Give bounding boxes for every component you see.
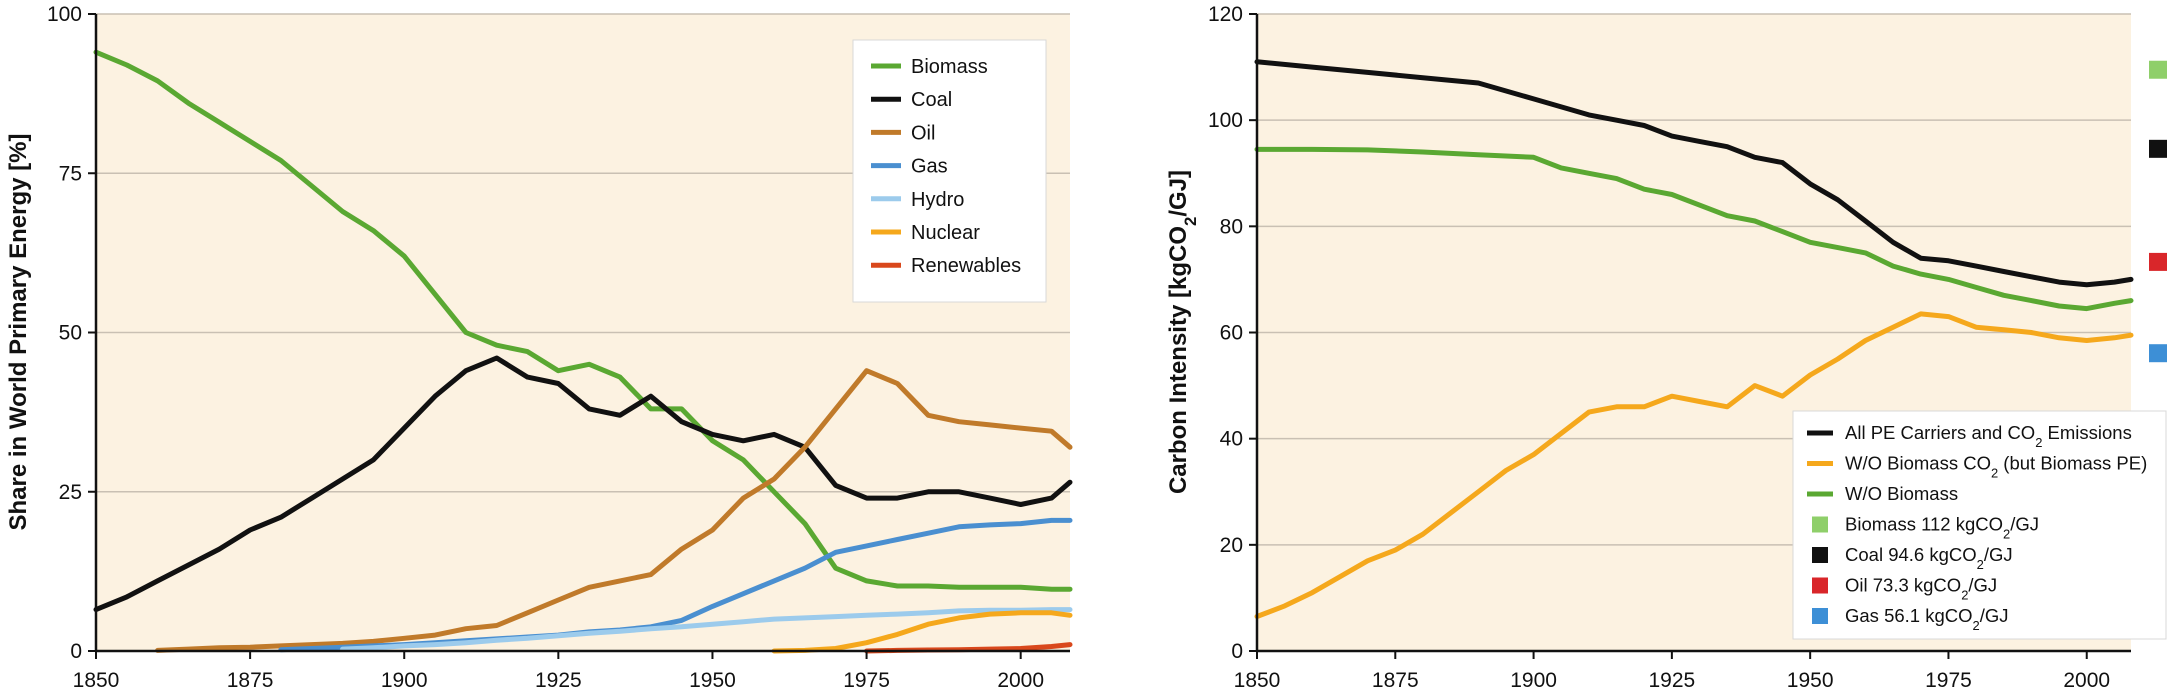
x-tick-label: 1925 <box>1649 669 1696 692</box>
legend-label-subscript: 2 <box>1961 587 1968 602</box>
legend-label-suffix: (but Biomass PE) <box>1998 453 2147 474</box>
legend-label: Oil 73.3 kgCO2/GJ <box>1845 575 1997 603</box>
legend-label-suffix: /GJ <box>1984 544 2013 565</box>
legend-label-text: W/O Biomass <box>1845 483 1958 504</box>
series-line-hydro <box>340 607 1073 652</box>
share-chart: 0 25 50 75 100 1850 1875 1900 1925 1950 1975 2000 S… <box>5 3 1073 692</box>
x-tick-label: 1850 <box>1234 669 1281 692</box>
y-tick-label: 100 <box>47 3 82 26</box>
intensity-y-axis-label: Carbon Intensity [kgCO2/GJ] <box>1165 170 1200 494</box>
legend-swatch <box>1812 516 1828 533</box>
legend-box <box>852 39 1047 303</box>
legend-label: Gas <box>911 156 948 178</box>
legend-label-text: Coal 94.6 kgCO <box>1845 544 1977 565</box>
share-y-axis-label: Share in World Primary Energy [%] <box>5 134 32 531</box>
legend-label-subscript: 2 <box>1977 557 1984 572</box>
legend-label: All PE Carriers and CO2 Emissions <box>1845 422 2132 450</box>
legend-label: Coal <box>911 89 952 111</box>
legend-label-text: Oil 73.3 kgCO <box>1845 575 1961 596</box>
legend-label-text: Biomass 112 kgCO <box>1845 514 2003 535</box>
legend-label-suffix: Emissions <box>2042 422 2131 443</box>
x-tick-label: 2000 <box>2063 669 2110 692</box>
x-tick-label: 1875 <box>227 669 274 692</box>
share-axes: 0 25 50 75 100 1850 1875 1900 1925 1950 1975 2000 <box>47 3 1070 692</box>
ylabel-subscript: 2 <box>1181 217 1200 226</box>
legend-label: Hydro <box>911 189 964 211</box>
x-tick-label: 1900 <box>381 669 428 692</box>
share-series <box>93 49 1073 654</box>
legend-label-subscript: 2 <box>2003 526 2010 541</box>
intensity-axes: 0 20 40 60 80 100 120 1850 1875 1900 1925 1950 1975 2… <box>1208 3 2131 692</box>
y-tick-label: 100 <box>1208 109 1243 132</box>
series-line-w-o-biomass <box>1254 146 2134 312</box>
x-tick-label: 1975 <box>843 669 890 692</box>
series-line-oil <box>155 368 1073 653</box>
y-tick-label: 120 <box>1208 3 1243 26</box>
ylabel-text: Carbon Intensity [kgCO <box>1165 226 1192 494</box>
y-tick-label: 0 <box>1231 640 1243 663</box>
series-line-nuclear <box>771 610 1073 654</box>
intensity-markers <box>2149 60 2167 363</box>
ylabel-suffix: /GJ] <box>1165 170 1192 217</box>
legend-label: Gas 56.1 kgCO2/GJ <box>1845 605 2009 633</box>
legend-label-text: W/O Biomass CO <box>1845 453 1991 474</box>
legend-label-subscript: 2 <box>1991 465 1998 480</box>
emission-factor-marker <box>2149 252 2167 271</box>
x-tick-label: 1975 <box>1925 669 1972 692</box>
y-tick-label: 40 <box>1220 428 1243 451</box>
legend-label: Nuclear <box>911 222 980 244</box>
y-tick-label: 25 <box>59 481 82 504</box>
legend-label-subscript: 2 <box>1973 618 1980 633</box>
y-tick-label: 50 <box>59 322 82 345</box>
emission-factor-marker <box>2149 344 2167 363</box>
y-tick-label: 20 <box>1220 534 1243 557</box>
legend-label-suffix: /GJ <box>1980 605 2009 626</box>
emission-factor-marker <box>2149 60 2167 79</box>
legend-label: W/O Biomass <box>1845 483 1958 504</box>
legend-label-text: All PE Carriers and CO <box>1845 422 2035 443</box>
legend-label-text: Gas 56.1 kgCO <box>1845 605 1973 626</box>
legend-swatch <box>1812 577 1828 594</box>
legend-box <box>1792 410 2167 640</box>
legend-label-suffix: /GJ <box>1968 575 1997 596</box>
y-tick-label: 60 <box>1220 322 1243 345</box>
legend-label: W/O Biomass CO2 (but Biomass PE) <box>1845 453 2147 481</box>
carbon-intensity-chart: 0 20 40 60 80 100 120 1850 1875 1900 1925 1950 1975 2… <box>1165 3 2167 692</box>
x-tick-label: 1950 <box>689 669 736 692</box>
legend-label: Biomass 112 kgCO2/GJ <box>1845 514 2039 542</box>
legend-label-suffix: /GJ <box>2010 514 2039 535</box>
legend-swatch <box>1812 608 1828 624</box>
y-tick-label: 75 <box>59 162 82 185</box>
series-line-w-o-biomass-co2-but-biomass-pe- <box>1254 311 2134 619</box>
intensity-series <box>1254 59 2134 619</box>
legend-label: Renewables <box>911 255 1021 277</box>
legend-label: Oil <box>911 122 935 144</box>
x-tick-label: 1925 <box>535 669 582 692</box>
y-tick-label: 0 <box>70 640 82 663</box>
x-tick-label: 1950 <box>1787 669 1834 692</box>
legend-label-subscript: 2 <box>2035 435 2042 450</box>
x-tick-label: 1875 <box>1372 669 1419 692</box>
legend-swatch <box>1812 547 1828 563</box>
share-legend: Biomass Coal Oil Gas Hydro Nuclear Renewables <box>852 39 1047 303</box>
legend-label: Coal 94.6 kgCO2/GJ <box>1845 544 2013 572</box>
series-line-biomass <box>93 49 1073 592</box>
legend-label: Biomass <box>911 56 988 78</box>
emission-factor-marker <box>2149 139 2167 158</box>
series-line-all-pe-carriers-and-co2-emissions <box>1254 59 2134 288</box>
x-tick-label: 2000 <box>997 669 1044 692</box>
x-tick-label: 1850 <box>73 669 120 692</box>
y-tick-label: 80 <box>1220 215 1243 238</box>
x-tick-label: 1900 <box>1510 669 1557 692</box>
series-line-coal <box>93 355 1073 613</box>
